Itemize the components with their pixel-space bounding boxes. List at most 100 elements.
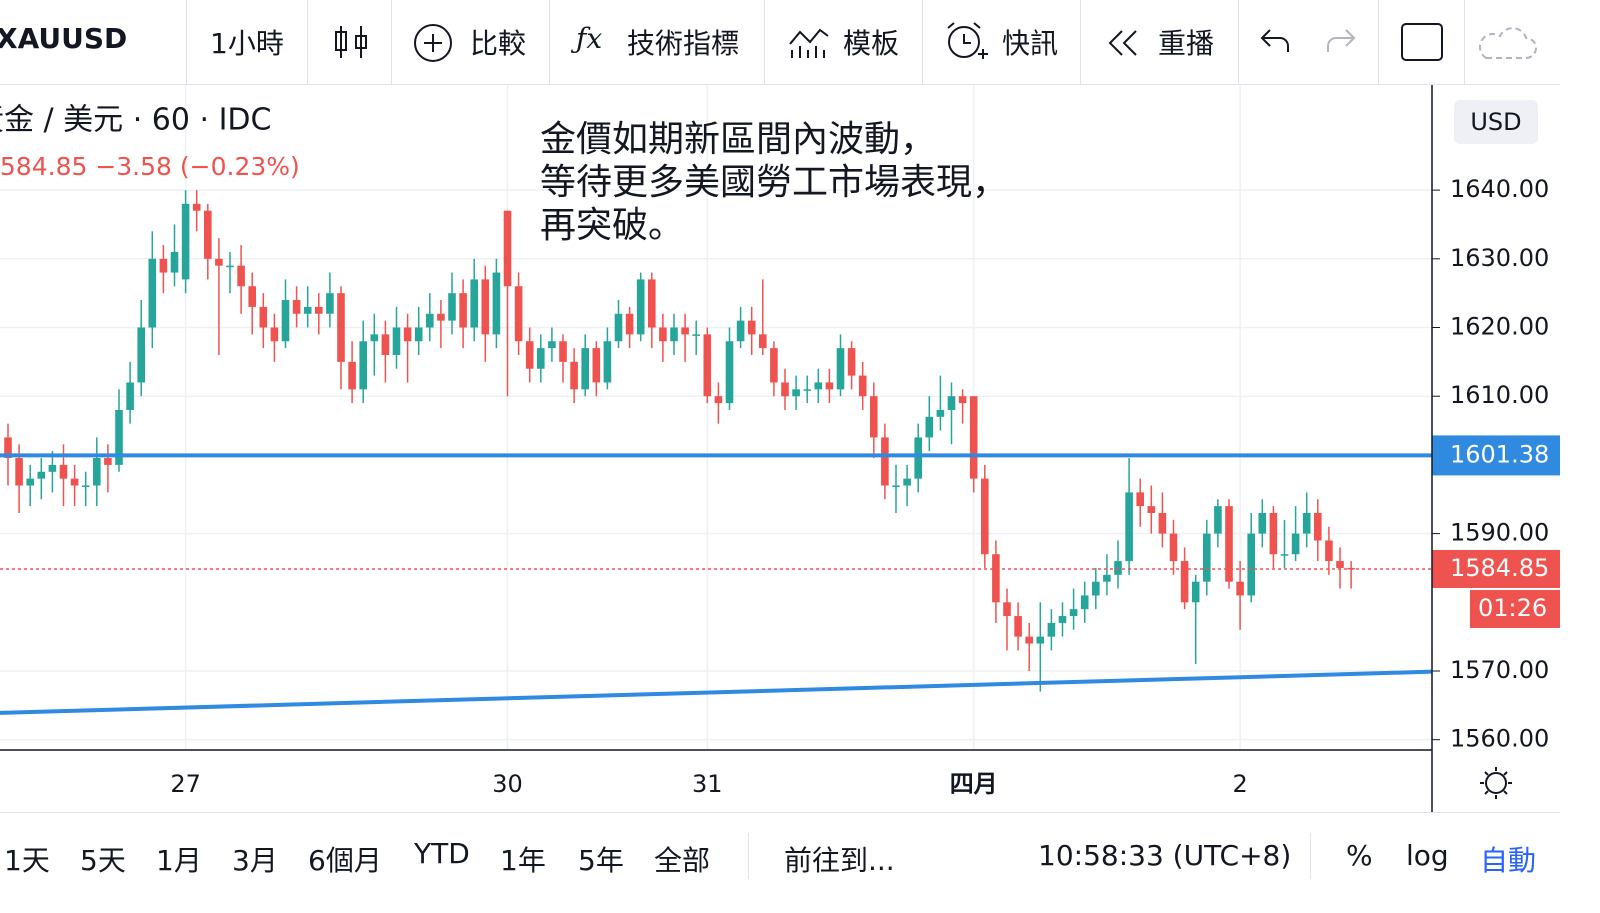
fx-icon[interactable]: ƒx [576, 22, 603, 55]
candle-body [1314, 512, 1322, 541]
bottom-bar: 1天 5天 1月 3月 6個月 YTD 1年 5年 全部 前往到... 10:5… [0, 812, 1560, 913]
goto[interactable]: 前往到... [784, 844, 895, 877]
x-tick-label: 30 [492, 770, 523, 798]
candle-body [1058, 616, 1067, 623]
candle-body [803, 389, 811, 391]
compare[interactable]: 比較 [470, 27, 527, 60]
candle-body [37, 471, 46, 479]
templates[interactable]: 模板 [843, 27, 900, 60]
candle-body [93, 458, 101, 486]
candle-body [281, 300, 290, 342]
candle-icon[interactable] [333, 22, 369, 62]
candle-body [226, 265, 234, 268]
horizontal-line-badge [1432, 435, 1560, 476]
undo-redo[interactable] [1258, 26, 1358, 58]
candle-body [670, 327, 678, 342]
candle-body [292, 300, 301, 314]
candle-body [303, 306, 312, 314]
replay-icon[interactable] [1106, 28, 1142, 58]
candle-body [1080, 595, 1089, 610]
candle-body [1269, 512, 1278, 555]
range[interactable]: 1天 [4, 844, 50, 877]
candle-body [1169, 533, 1178, 562]
candle-body [1136, 492, 1144, 507]
candle-body [681, 327, 689, 335]
candle-body [270, 327, 279, 342]
alerts[interactable]: 快訊 [1002, 27, 1059, 60]
separator [764, 0, 765, 84]
candle-body [781, 382, 789, 397]
range[interactable]: 1月 [156, 844, 202, 877]
compare-icon[interactable] [412, 22, 454, 64]
candle-body [448, 293, 456, 321]
log[interactable]: log [1406, 839, 1449, 872]
currency[interactable]: USD [1470, 108, 1521, 136]
candle-body [1125, 492, 1133, 562]
candle-body [725, 341, 734, 404]
range[interactable]: 3月 [232, 844, 278, 877]
candle-body [1225, 506, 1233, 582]
range[interactable]: 5年 [578, 844, 624, 877]
candle-body [903, 478, 911, 486]
candle-body [1180, 561, 1189, 603]
candles [0, 190, 1432, 715]
candle-body [836, 348, 845, 390]
candle-body [259, 306, 268, 328]
candle-body [204, 210, 212, 259]
replay[interactable]: 重播 [1158, 27, 1215, 60]
alert-icon[interactable] [944, 20, 988, 64]
candle-body [126, 382, 134, 410]
candle-body [148, 258, 157, 328]
layout-icon[interactable] [1400, 22, 1444, 64]
y-tick-label: 1630.00 [1450, 244, 1549, 272]
range[interactable]: 全部 [654, 844, 711, 877]
currency-badge[interactable] [1454, 100, 1538, 144]
range[interactable]: 5天 [80, 844, 126, 877]
candle-body [1247, 533, 1255, 596]
candle-body [192, 203, 201, 211]
candle-body [1069, 609, 1078, 617]
overlay: 1601.38 1584.85 01:26 [1432, 435, 1560, 628]
countdown: 01:26 [1478, 594, 1547, 622]
candle-body [870, 396, 878, 438]
candle-body [1114, 561, 1122, 575]
candle-body [659, 327, 667, 342]
candle-body [947, 396, 956, 410]
x-tick-label: 27 [170, 770, 201, 798]
separator [748, 833, 749, 879]
candle-body [559, 341, 567, 362]
candle-body [459, 293, 467, 328]
candle-body [570, 361, 578, 390]
candle-body [1191, 581, 1200, 603]
candle-body [348, 361, 356, 390]
symbol[interactable]: XAUUSD [0, 22, 128, 55]
candle-body [714, 396, 723, 404]
settings-icon[interactable] [1480, 767, 1512, 799]
interval[interactable]: 1小時 [210, 27, 284, 60]
range[interactable]: 1年 [500, 844, 546, 877]
candle-body [437, 313, 445, 321]
candle-body [958, 396, 967, 404]
price-info: 1584.85 −3.58 (−0.23%) [0, 152, 300, 181]
candle-body [792, 389, 800, 397]
toolbar: XAUUSD 1小時 比較 ƒx 技術指標 模板 快訊 重播 [0, 0, 1560, 85]
countdown-badge [1470, 589, 1560, 628]
x-tick-label: 31 [692, 770, 723, 798]
auto[interactable]: 自動 [1480, 844, 1537, 877]
candle-body [648, 279, 656, 328]
cloud-icon[interactable] [1478, 24, 1560, 64]
candle-body [81, 485, 90, 488]
indicators[interactable]: 技術指標 [627, 27, 740, 60]
range[interactable]: 6個月 [308, 844, 382, 877]
candle-body [414, 327, 423, 342]
candle-body [1236, 581, 1244, 596]
candle-body [592, 348, 601, 383]
y-tick-label: 1610.00 [1450, 381, 1549, 409]
percent[interactable]: % [1346, 839, 1373, 872]
template-icon[interactable] [788, 24, 830, 60]
candle-body [514, 286, 523, 342]
candle-body [1325, 540, 1333, 562]
candle-body [1258, 512, 1267, 534]
range[interactable]: YTD [414, 837, 470, 870]
candle-body [181, 203, 190, 280]
